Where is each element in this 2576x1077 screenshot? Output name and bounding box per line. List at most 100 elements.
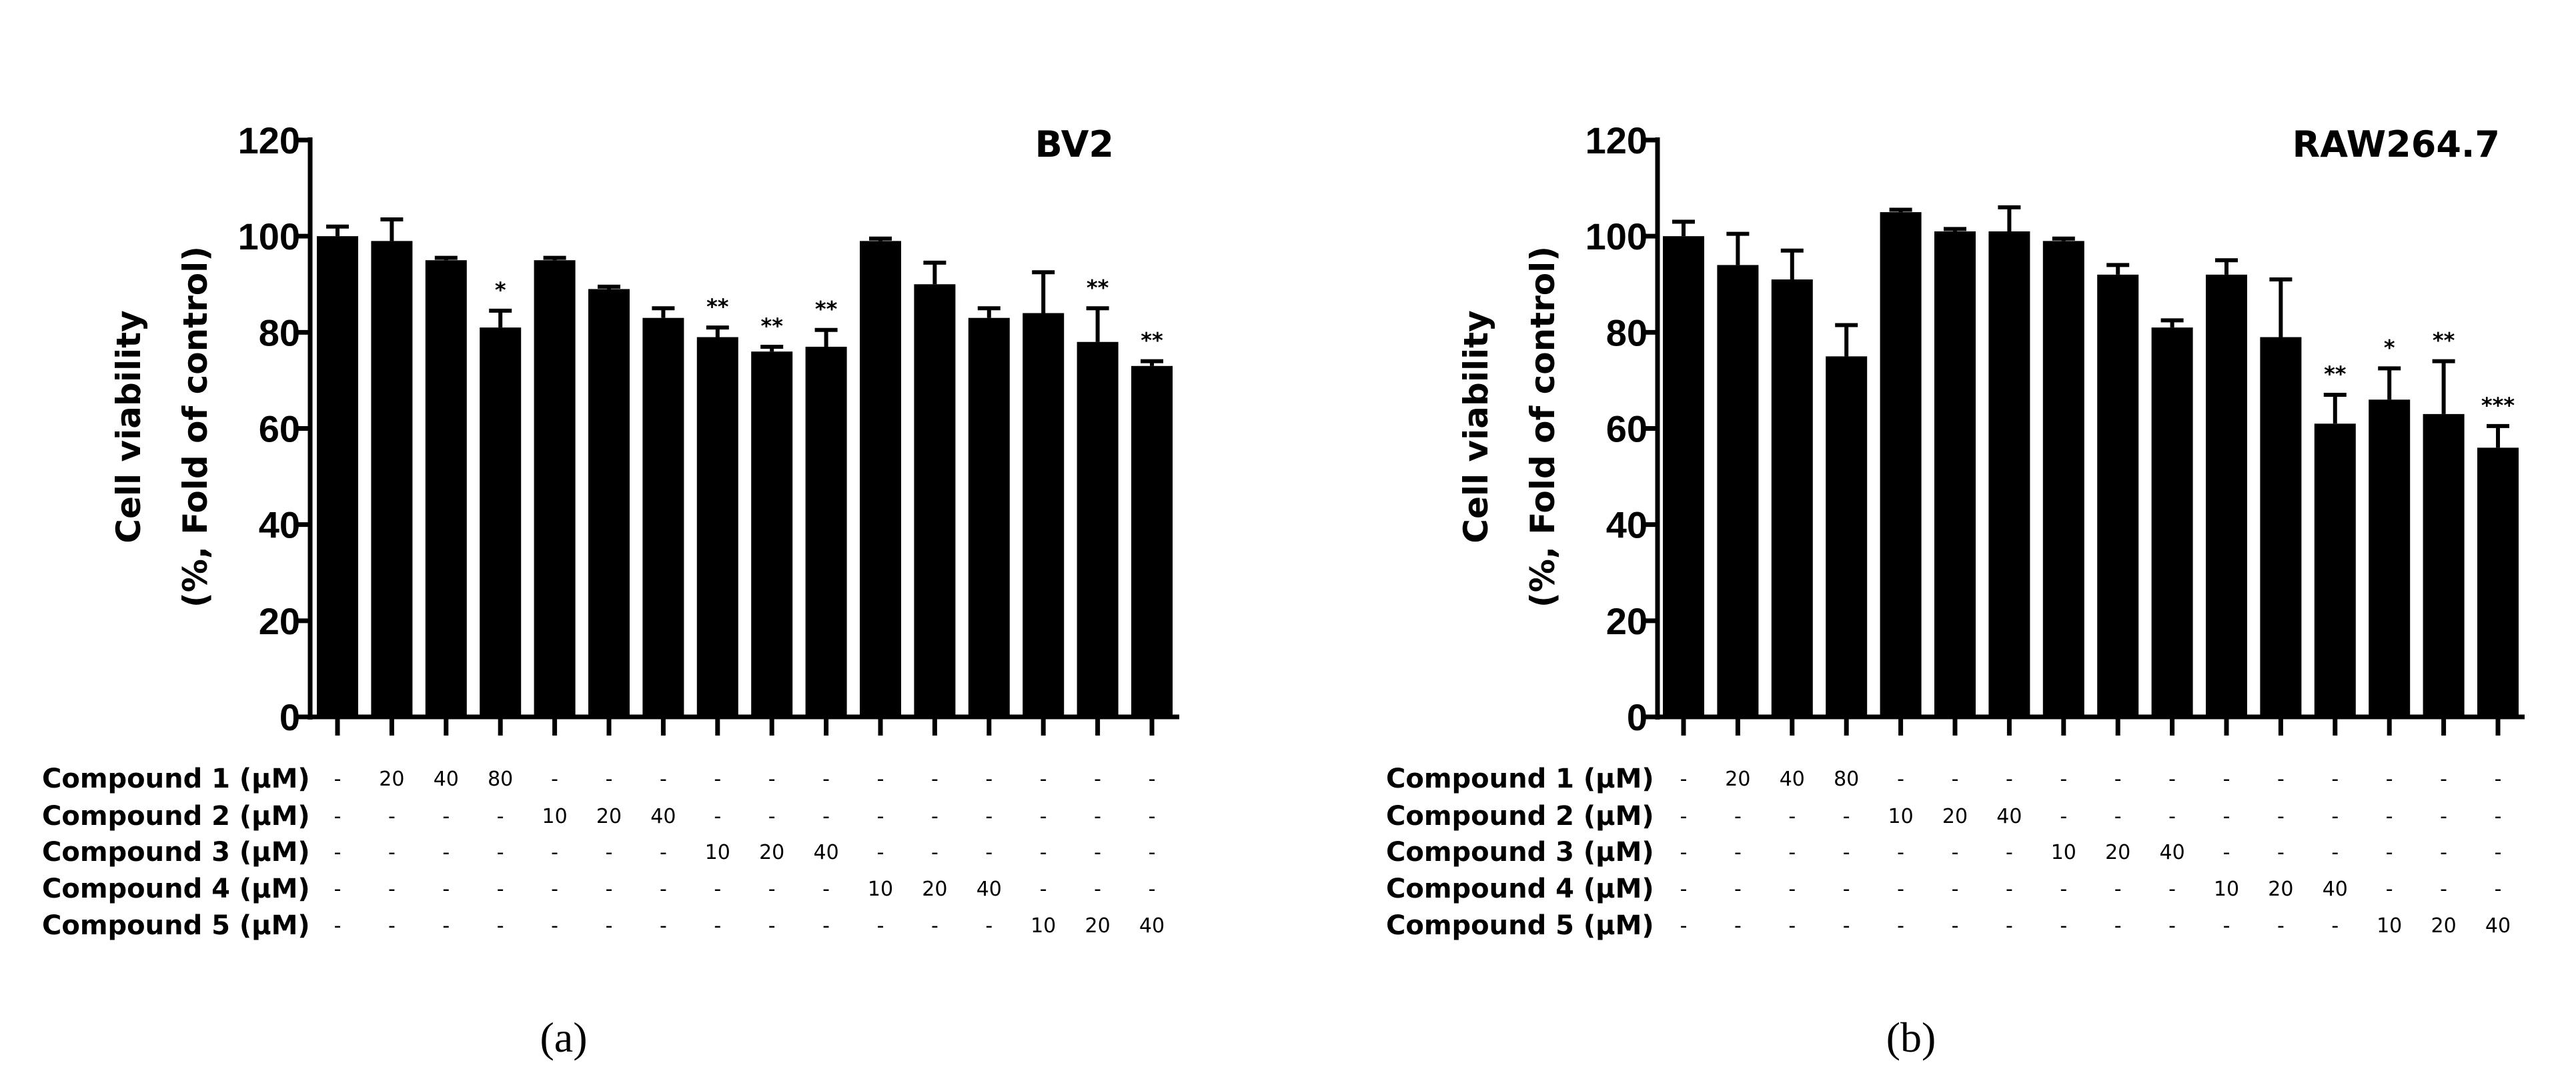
treatment-cell: 20: [379, 768, 404, 791]
bar: [751, 351, 793, 717]
treatment-cell: -: [442, 841, 450, 864]
panel-label: (a): [540, 1014, 587, 1061]
treatment-cell: -: [1040, 878, 1047, 901]
treatment-cell: -: [1094, 878, 1101, 901]
treatment-cell: 40: [1996, 805, 2022, 828]
significance-marker: **: [2433, 328, 2455, 353]
treatment-cell: -: [931, 841, 938, 864]
y-tick-label: 120: [1585, 119, 1648, 161]
treatment-cell: -: [985, 841, 993, 864]
treatment-cell: -: [2060, 914, 2067, 938]
bar: [860, 241, 901, 717]
treatment-cell: 10: [1888, 805, 1914, 828]
treatment-cell: -: [1094, 805, 1101, 828]
treatment-cell: -: [606, 841, 613, 864]
treatment-cell: -: [2386, 768, 2393, 791]
treatment-cell: -: [2331, 805, 2339, 828]
bar: [1717, 265, 1759, 718]
treatment-cell: -: [497, 878, 504, 901]
treatment-cell: -: [2223, 805, 2230, 828]
bar: [2314, 423, 2356, 717]
bar: [642, 317, 684, 717]
bar: [1934, 231, 1976, 717]
chart-title: BV2: [1035, 123, 1114, 165]
treatment-row-label: Compound 2 (μM): [42, 801, 310, 832]
treatment-cell: -: [2006, 841, 2013, 864]
treatment-cell: 20: [596, 805, 622, 828]
y-tick-label: 120: [238, 119, 300, 161]
treatment-cell: -: [1843, 878, 1850, 901]
treatment-cell: -: [2331, 768, 2339, 791]
treatment-cell: -: [2168, 768, 2176, 791]
treatment-cell: 20: [1085, 914, 1111, 938]
treatment-cell: -: [768, 914, 776, 938]
treatment-cell: 20: [922, 878, 947, 901]
treatment-cell: 40: [2323, 878, 2348, 901]
bar: [2206, 274, 2247, 717]
treatment-cell: -: [2168, 805, 2176, 828]
significance-marker: **: [1141, 328, 1163, 353]
bar: [317, 236, 358, 718]
y-axis-label-line1: Cell viability: [1457, 310, 1495, 543]
bar: [588, 289, 630, 717]
treatment-cell: -: [822, 914, 830, 938]
treatment-cell: -: [1149, 768, 1156, 791]
bar: [914, 284, 956, 717]
treatment-cell: -: [1952, 914, 1959, 938]
treatment-cell: -: [497, 841, 504, 864]
treatment-cell: -: [1680, 805, 1688, 828]
treatment-cell: -: [497, 914, 504, 938]
y-tick-label: 80: [259, 311, 300, 353]
treatment-cell: -: [931, 805, 938, 828]
treatment-cell: -: [2060, 768, 2067, 791]
treatment-cell: -: [2114, 878, 2122, 901]
treatment-cell: -: [1094, 768, 1101, 791]
treatment-cell: 80: [488, 768, 513, 791]
treatment-cell: 20: [2431, 914, 2457, 938]
bar: [696, 337, 738, 718]
treatment-cell: -: [660, 841, 667, 864]
treatment-cell: -: [877, 914, 884, 938]
treatment-cell: -: [1149, 841, 1156, 864]
bar: [2151, 327, 2193, 717]
treatment-cell: 40: [814, 841, 839, 864]
treatment-row-label: Compound 5 (μM): [1386, 910, 1654, 941]
treatment-cell: -: [1788, 841, 1796, 864]
treatment-cell: -: [2440, 878, 2447, 901]
bar: [534, 260, 576, 717]
treatment-cell: -: [1843, 914, 1850, 938]
treatment-cell: -: [1040, 768, 1047, 791]
treatment-cell: -: [442, 914, 450, 938]
bar: [1663, 236, 1704, 718]
y-tick-label: 60: [1606, 408, 1648, 450]
treatment-cell: 20: [759, 841, 784, 864]
treatment-cell: -: [1952, 768, 1959, 791]
treatment-cell: -: [606, 768, 613, 791]
treatment-row-label: Compound 3 (μM): [42, 837, 310, 868]
treatment-cell: -: [822, 768, 830, 791]
treatment-cell: -: [877, 768, 884, 791]
panel-bv2: BV2 Cell viability (%, Fold of control) …: [42, 119, 1179, 1061]
treatment-cell: -: [1897, 841, 1904, 864]
treatment-cell: -: [1788, 914, 1796, 938]
treatment-cell: -: [2223, 841, 2230, 864]
bar: [1880, 212, 1922, 717]
bar: [1826, 356, 1868, 717]
bar: [2423, 413, 2465, 717]
significance-marker: *: [495, 277, 506, 303]
y-axis-label-line1: Cell viability: [109, 310, 148, 543]
bar: [2097, 274, 2139, 717]
treatment-cell: -: [442, 878, 450, 901]
treatment-cell: -: [768, 878, 776, 901]
treatment-cell: -: [2006, 914, 2013, 938]
treatment-row-label: Compound 1 (μM): [1386, 764, 1654, 794]
treatment-cell: -: [2060, 805, 2067, 828]
bar: [1077, 341, 1119, 717]
treatment-cell: -: [1040, 805, 1047, 828]
y-tick-label: 60: [259, 408, 300, 450]
treatment-cell: -: [714, 768, 721, 791]
treatment-cell: -: [2168, 914, 2176, 938]
treatment-cell: -: [2114, 914, 2122, 938]
treatment-row-label: Compound 4 (μM): [1386, 874, 1654, 904]
